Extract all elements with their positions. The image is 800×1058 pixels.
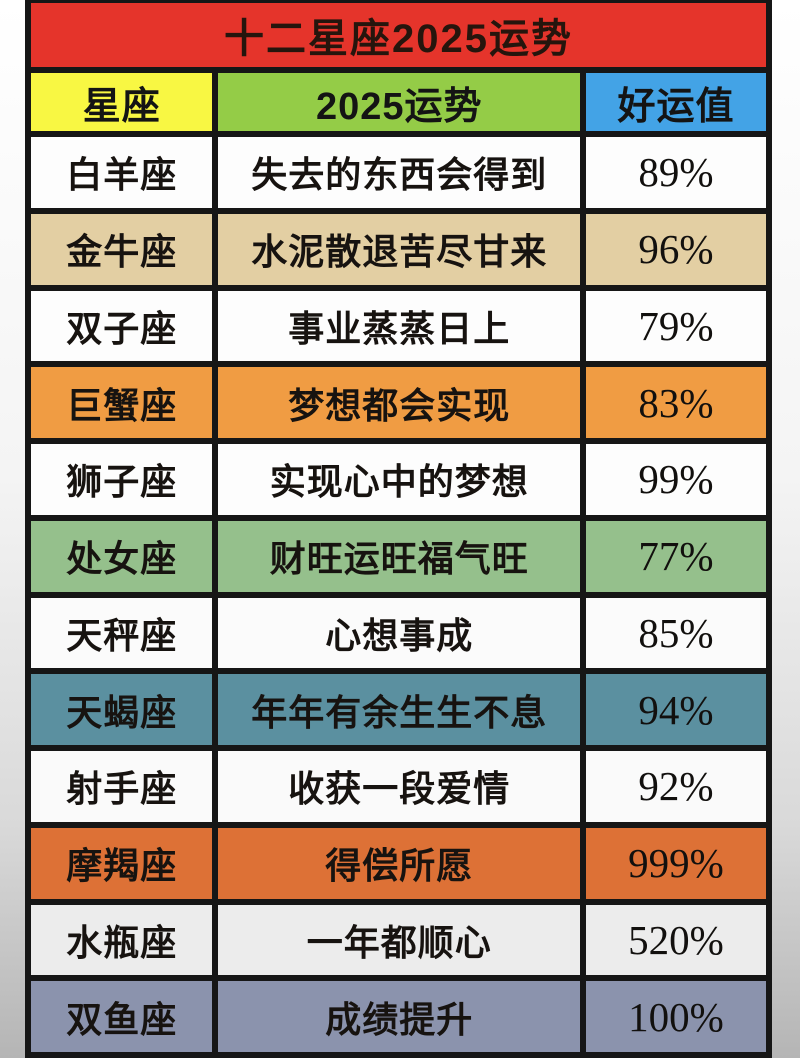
cell-sign: 金牛座 [24,207,219,291]
cell-sign: 双鱼座 [24,975,219,1058]
cell-fortune: 心想事成 [212,591,586,675]
table-row: 白羊座 失去的东西会得到 89% [24,131,772,214]
cell-luck: 100% [580,975,772,1058]
table-row: 天秤座 心想事成 85% [24,591,772,675]
cell-fortune: 梦想都会实现 [212,361,586,444]
column-header-sign: 星座 [24,67,219,137]
table-row: 双鱼座 成绩提升 100% [24,975,772,1058]
zodiac-fortune-table: 十二星座2025运势 星座 2025运势 好运值 白羊座 失去的东西会得到 89% 金… [24,0,772,1058]
table-row: 狮子座 实现心中的梦想 99% [24,438,772,521]
cell-sign: 双子座 [24,284,219,368]
cell-fortune: 实现心中的梦想 [212,438,586,521]
table-body: 白羊座 失去的东西会得到 89% 金牛座 水泥散退苦尽甘来 96% 双子座 事业蒸蒸日上 79%… [24,131,772,1058]
cell-fortune: 财旺运旺福气旺 [212,514,586,598]
cell-luck: 85% [580,591,772,675]
cell-luck: 96% [580,207,772,291]
cell-fortune: 收获一段爱情 [212,745,586,828]
table-row: 金牛座 水泥散退苦尽甘来 96% [24,207,772,291]
table-row: 处女座 财旺运旺福气旺 77% [24,514,772,598]
table-row: 水瓶座 一年都顺心 520% [24,898,772,982]
zodiac-fortune-infographic: 十二星座2025运势 星座 2025运势 好运值 白羊座 失去的东西会得到 89% 金… [24,0,772,1058]
cell-fortune: 得偿所愿 [212,821,586,905]
cell-luck: 89% [580,131,772,214]
table-row: 巨蟹座 梦想都会实现 83% [24,361,772,444]
table-row: 摩羯座 得偿所愿 999% [24,821,772,905]
cell-sign: 天秤座 [24,591,219,675]
column-header-row: 星座 2025运势 好运值 [24,67,772,137]
cell-sign: 天蝎座 [24,668,219,751]
cell-luck: 94% [580,668,772,751]
cell-luck: 999% [580,821,772,905]
cell-fortune: 事业蒸蒸日上 [212,284,586,368]
column-header-luck: 好运值 [580,67,772,137]
cell-sign: 水瓶座 [24,898,219,982]
cell-sign: 狮子座 [24,438,219,521]
cell-fortune: 失去的东西会得到 [212,131,586,214]
cell-sign: 摩羯座 [24,821,219,905]
cell-fortune: 成绩提升 [212,975,586,1058]
cell-luck: 520% [580,898,772,982]
page-title: 十二星座2025运势 [25,0,772,73]
cell-sign: 射手座 [24,745,219,828]
cell-sign: 处女座 [24,514,219,598]
cell-fortune: 一年都顺心 [212,898,586,982]
cell-fortune: 年年有余生生不息 [212,668,586,751]
cell-sign: 巨蟹座 [24,361,219,444]
cell-luck: 99% [580,438,772,521]
table-row: 天蝎座 年年有余生生不息 94% [24,668,772,751]
column-header-fortune: 2025运势 [212,67,586,137]
cell-luck: 92% [580,745,772,828]
cell-fortune: 水泥散退苦尽甘来 [212,207,586,291]
cell-luck: 79% [580,284,772,368]
table-row: 射手座 收获一段爱情 92% [24,745,772,828]
cell-sign: 白羊座 [24,131,219,214]
title-row: 十二星座2025运势 [25,0,772,73]
cell-luck: 77% [580,514,772,598]
cell-luck: 83% [580,361,772,444]
table-row: 双子座 事业蒸蒸日上 79% [24,284,772,368]
